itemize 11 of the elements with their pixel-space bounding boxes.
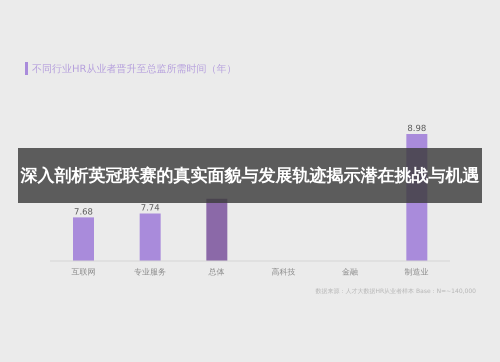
data-label: 7.74 [140,204,160,214]
x-tick-label: 互联网 [71,268,96,277]
x-tick-label: 专业服务 [134,268,166,277]
chart-title: 不同行业HR从业者晋升至总监所需时间（年） [32,62,236,76]
x-tick-label: 制造业 [404,268,429,277]
data-label: 8.98 [407,124,426,134]
x-tick-label: 总体 [208,268,225,277]
x-tick-label: 金融 [342,268,358,277]
annotation: 深入剖析英冠联赛的真实面貌与发展轨迹揭示潜在挑战与机遇 [18,148,482,203]
x-tick-label: 高科技 [271,268,296,277]
data-label: 7.68 [74,207,93,218]
